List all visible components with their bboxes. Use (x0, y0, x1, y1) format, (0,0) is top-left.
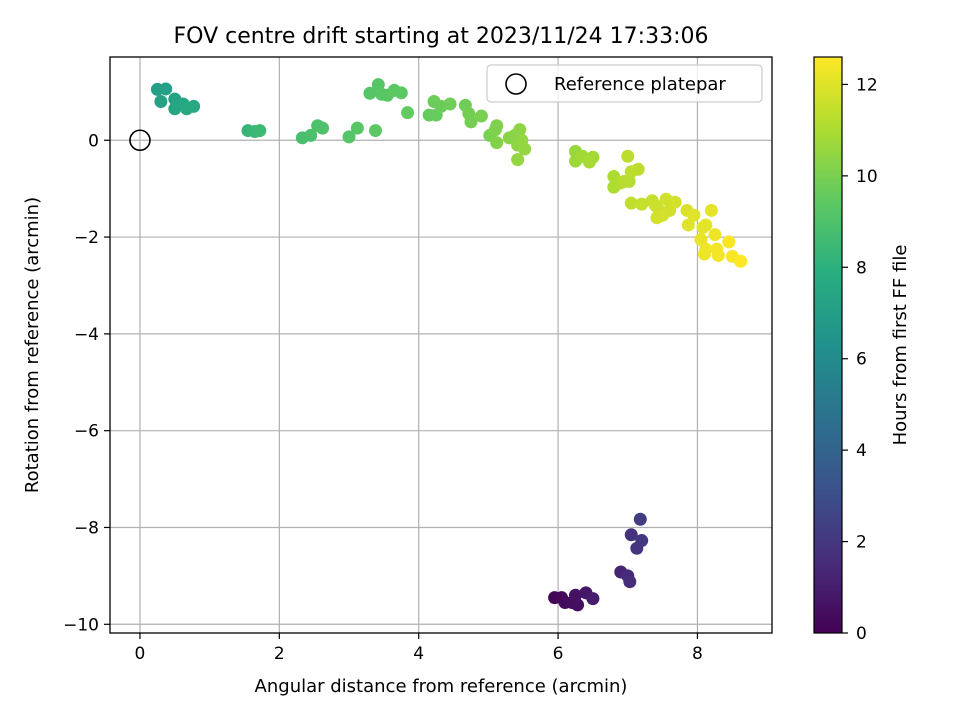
data-point (705, 204, 718, 217)
data-point (669, 196, 682, 209)
data-point (708, 228, 721, 241)
colorbar-tick-label: 0 (856, 624, 867, 644)
data-point (583, 156, 596, 169)
x-tick-label: 6 (553, 644, 564, 664)
legend-label-reference: Reference platepar (554, 74, 726, 95)
data-point (632, 163, 645, 176)
data-point (511, 153, 524, 166)
data-point (712, 249, 725, 262)
data-point (699, 218, 712, 231)
data-point (253, 124, 266, 137)
data-point (734, 255, 747, 268)
x-tick-label: 8 (692, 644, 703, 664)
data-point (635, 534, 648, 547)
x-axis-label: Angular distance from reference (arcmin) (255, 676, 628, 697)
colorbar-tick-label: 4 (856, 441, 867, 461)
legend: Reference platepar (487, 65, 762, 102)
data-point (651, 211, 664, 224)
y-tick-label: 0 (88, 131, 99, 151)
colorbar: 0 2 4 6 8 10 12 Hours from first FF file (814, 57, 911, 644)
colorbar-tick-label: 8 (856, 258, 867, 278)
x-tick-label: 2 (274, 644, 285, 664)
colorbar-tick-label: 10 (856, 167, 878, 187)
data-point (369, 124, 382, 137)
data-point (316, 122, 329, 135)
y-tick-label: −10 (63, 615, 99, 635)
data-point (621, 150, 634, 163)
data-point (698, 248, 711, 261)
data-point (518, 142, 531, 155)
data-point (351, 122, 364, 135)
x-tick-label: 4 (413, 644, 424, 664)
data-point (687, 209, 700, 222)
data-point (444, 97, 457, 110)
colorbar-tick-label: 6 (856, 350, 867, 370)
data-point (490, 119, 503, 132)
y-tick-label: −4 (74, 325, 99, 345)
colorbar-ticks: 0 2 4 6 8 10 12 (842, 75, 878, 644)
x-tick-label: 0 (135, 644, 146, 664)
chart-figure: FOV centre drift starting at 2023/11/24 … (0, 0, 960, 720)
data-point (634, 513, 647, 526)
x-axis: 0 2 4 6 8 (135, 633, 703, 664)
colorbar-tick-label: 2 (856, 533, 867, 553)
data-point (586, 592, 599, 605)
colorbar-gradient (814, 57, 842, 633)
y-axis-label: Rotation from reference (arcmin) (22, 197, 43, 493)
data-point (187, 100, 200, 113)
data-point (475, 110, 488, 123)
data-point (159, 82, 172, 95)
colorbar-tick-label: 12 (856, 75, 878, 95)
grid-lines (110, 57, 772, 633)
data-point (154, 95, 167, 108)
data-points (130, 78, 747, 611)
y-tick-label: −6 (74, 422, 99, 442)
colorbar-label: Hours from first FF file (890, 245, 911, 446)
data-point (623, 575, 636, 588)
chart-title: FOV centre drift starting at 2023/11/24 … (174, 24, 709, 49)
data-point (401, 106, 414, 119)
data-point (722, 235, 735, 248)
plot-frame (110, 57, 772, 633)
data-point (490, 136, 503, 149)
y-tick-label: −2 (74, 228, 99, 248)
y-axis: −10 −8 −6 −4 −2 0 (63, 131, 110, 635)
data-point (395, 86, 408, 99)
y-tick-label: −8 (74, 518, 99, 538)
